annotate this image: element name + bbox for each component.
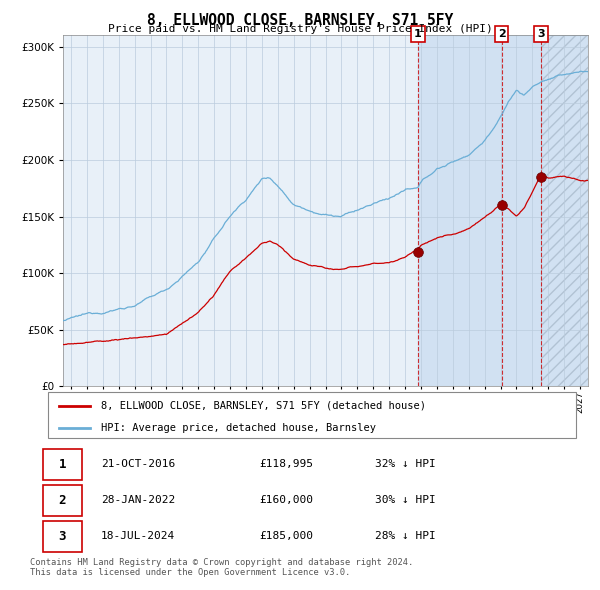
Text: 28-JAN-2022: 28-JAN-2022	[101, 496, 175, 506]
Text: 8, ELLWOOD CLOSE, BARNSLEY, S71 5FY: 8, ELLWOOD CLOSE, BARNSLEY, S71 5FY	[147, 13, 453, 28]
Text: 2: 2	[498, 30, 506, 39]
Text: 8, ELLWOOD CLOSE, BARNSLEY, S71 5FY (detached house): 8, ELLWOOD CLOSE, BARNSLEY, S71 5FY (det…	[101, 401, 426, 411]
FancyBboxPatch shape	[43, 484, 82, 516]
FancyBboxPatch shape	[43, 520, 82, 552]
Bar	[418, 35, 588, 386]
Text: HPI: Average price, detached house, Barnsley: HPI: Average price, detached house, Barn…	[101, 422, 376, 432]
FancyBboxPatch shape	[48, 392, 576, 438]
Text: 18-JUL-2024: 18-JUL-2024	[101, 532, 175, 542]
Text: 3: 3	[537, 30, 545, 39]
Text: £118,995: £118,995	[259, 460, 313, 469]
Text: 3: 3	[59, 530, 66, 543]
Text: 32% ↓ HPI: 32% ↓ HPI	[376, 460, 436, 469]
FancyBboxPatch shape	[43, 448, 82, 480]
Text: 2: 2	[59, 494, 66, 507]
Text: 28% ↓ HPI: 28% ↓ HPI	[376, 532, 436, 542]
Text: 30% ↓ HPI: 30% ↓ HPI	[376, 496, 436, 506]
Text: 1: 1	[414, 30, 422, 39]
Text: Price paid vs. HM Land Registry's House Price Index (HPI): Price paid vs. HM Land Registry's House …	[107, 24, 493, 34]
Text: 1: 1	[59, 458, 66, 471]
Text: £185,000: £185,000	[259, 532, 313, 542]
Bar	[541, 35, 588, 386]
Text: £160,000: £160,000	[259, 496, 313, 506]
Text: Contains HM Land Registry data © Crown copyright and database right 2024.
This d: Contains HM Land Registry data © Crown c…	[30, 558, 413, 577]
Text: 21-OCT-2016: 21-OCT-2016	[101, 460, 175, 469]
